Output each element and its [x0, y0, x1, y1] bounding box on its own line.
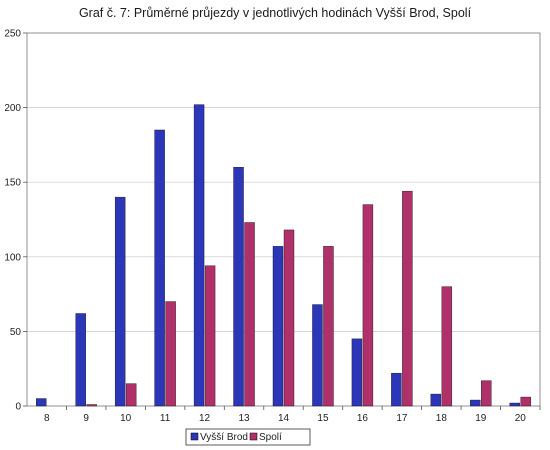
x-tick-label: 8	[44, 413, 50, 424]
bar-vyssi-brod-15	[312, 304, 323, 407]
x-tick-label: 15	[317, 413, 329, 424]
x-tick-label: 17	[396, 413, 408, 424]
x-tick-label: 12	[199, 413, 211, 424]
bar-vyssi-brod-19	[470, 399, 481, 407]
chart-title: Graf č. 7: Průměrné průjezdy v jednotliv…	[78, 6, 472, 20]
y-tick-label: 0	[15, 402, 21, 413]
bar-spoli-13	[244, 222, 255, 407]
bar-spoli-16	[362, 204, 374, 407]
bar-vyssi-brod-16	[351, 338, 363, 407]
bar-vyssi-brod-20	[509, 402, 520, 407]
y-tick-label: 200	[4, 103, 21, 114]
bar-spoli-17	[402, 190, 413, 407]
bar-spoli-14	[283, 229, 295, 407]
y-tick-label: 50	[10, 327, 22, 338]
plot-area	[26, 32, 541, 407]
legend-label-spoli: Spolí	[259, 432, 282, 443]
bar-vyssi-brod-9	[75, 313, 86, 407]
bar-vyssi-brod-10	[114, 196, 126, 407]
legend-box	[185, 428, 311, 446]
x-tick-label: 11	[160, 413, 171, 424]
x-axis: 8 9 10 11 12 13 14 15 16 17 18 19 20	[44, 406, 541, 424]
x-tick-label: 10	[120, 413, 132, 424]
x-tick-label: 20	[515, 413, 527, 424]
legend-label-vyssi-brod: Vyšší Brod	[200, 432, 248, 443]
y-tick-label: 250	[4, 29, 21, 40]
bar-vyssi-brod-14	[272, 246, 284, 407]
bar-spoli-12	[204, 265, 216, 407]
legend: Vyšší Brod Spolí	[185, 428, 311, 446]
x-tick-label: 14	[278, 413, 290, 424]
x-tick-label: 19	[475, 413, 487, 424]
legend-swatch-vyssi-brod	[190, 432, 199, 441]
bar-spoli-9	[86, 404, 97, 407]
bar-spoli-10	[125, 383, 137, 407]
x-tick-label: 13	[238, 413, 250, 424]
bar-vyssi-brod-12	[193, 104, 205, 407]
bar-spoli-20	[520, 396, 531, 407]
bar-vyssi-brod-18	[430, 393, 442, 407]
bar-spoli-11	[165, 301, 176, 407]
bar-spoli-18	[441, 286, 453, 407]
y-tick-label: 150	[4, 178, 21, 189]
gridlines	[27, 107, 540, 332]
bars	[36, 104, 531, 407]
bar-spoli-15	[323, 246, 334, 407]
y-tick-label: 100	[4, 252, 21, 263]
bar-vyssi-brod-8	[36, 398, 47, 407]
bar-vyssi-brod-11	[154, 129, 165, 407]
x-tick-label: 16	[357, 413, 369, 424]
bar-vyssi-brod-17	[391, 372, 402, 407]
x-tick-label: 9	[83, 413, 89, 424]
bar-vyssi-brod-13	[233, 167, 244, 407]
y-axis: 0 50 100 150 200 250	[4, 29, 27, 413]
x-tick-label: 18	[436, 413, 448, 424]
legend-swatch-spoli	[249, 432, 258, 441]
bar-spoli-19	[481, 380, 492, 407]
